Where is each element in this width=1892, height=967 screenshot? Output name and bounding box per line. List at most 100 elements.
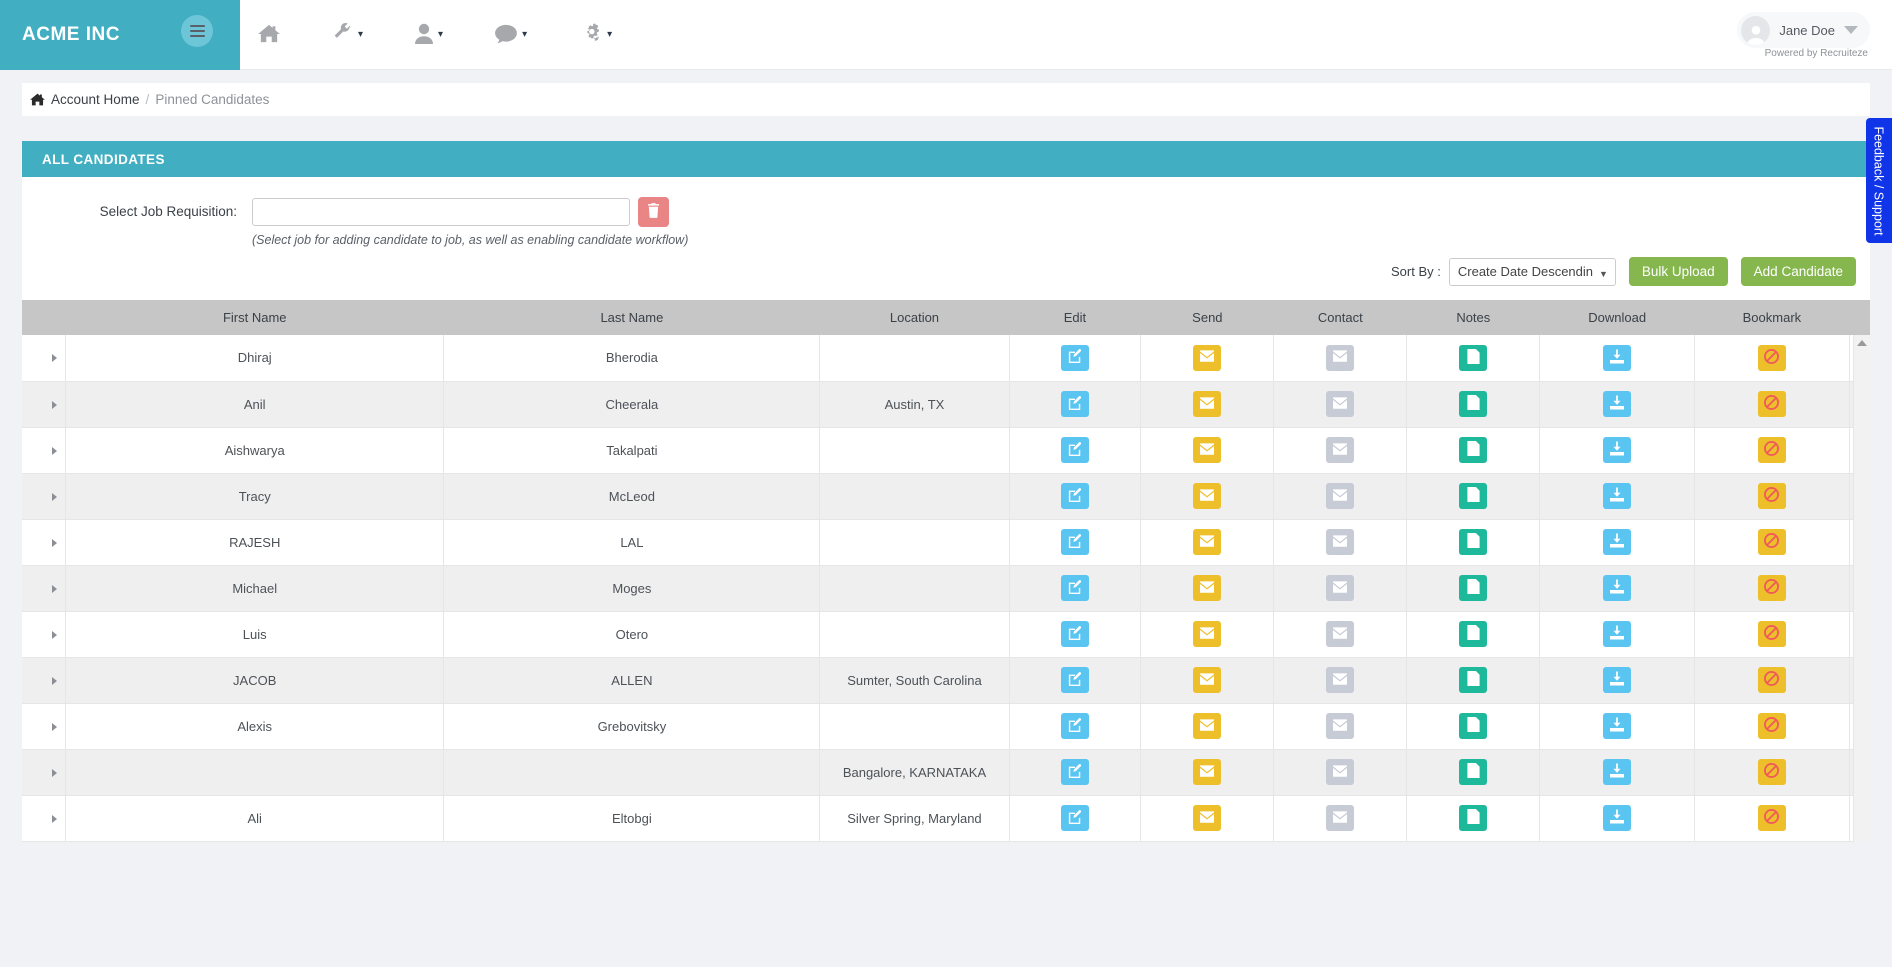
table-vertical-scrollbar[interactable] [1853, 335, 1870, 842]
bookmark-button[interactable] [1757, 344, 1786, 371]
nav-tools[interactable]: ▾ [318, 0, 377, 70]
bookmark-button[interactable] [1757, 621, 1786, 647]
hamburger-icon[interactable] [181, 15, 213, 47]
notes-button[interactable] [1459, 391, 1488, 417]
edit-button[interactable] [1060, 391, 1089, 417]
table-header-first-name[interactable]: First Name [65, 300, 444, 335]
edit-button[interactable] [1060, 759, 1089, 785]
download-button[interactable] [1603, 437, 1632, 463]
job-requisition-input[interactable] [252, 198, 630, 226]
bookmark-button[interactable] [1757, 391, 1786, 417]
edit-button[interactable] [1060, 805, 1089, 831]
bookmark-button[interactable] [1757, 483, 1786, 509]
notes-button[interactable] [1459, 759, 1488, 785]
contact-button[interactable] [1326, 805, 1355, 831]
edit-button[interactable] [1060, 621, 1089, 647]
download-button[interactable] [1603, 667, 1632, 693]
breadcrumb-link-account-home[interactable]: Account Home [51, 92, 140, 107]
expand-row-icon[interactable] [52, 538, 58, 547]
expand-row-icon[interactable] [52, 630, 58, 639]
notes-button[interactable] [1459, 713, 1488, 739]
send-button[interactable] [1193, 344, 1222, 371]
edit-button[interactable] [1060, 437, 1089, 463]
contact-button[interactable] [1326, 575, 1355, 601]
download-button[interactable] [1603, 391, 1632, 417]
contact-button[interactable] [1326, 713, 1355, 739]
row-expander-cell[interactable] [22, 381, 67, 428]
download-button[interactable] [1603, 483, 1632, 509]
edit-button[interactable] [1060, 575, 1089, 601]
download-button[interactable] [1603, 344, 1632, 371]
edit-button[interactable] [1060, 344, 1089, 371]
notes-button[interactable] [1459, 805, 1488, 831]
nav-messages[interactable]: ▾ [481, 0, 541, 70]
row-expander-cell[interactable] [22, 335, 67, 382]
contact-button[interactable] [1326, 437, 1355, 463]
send-button[interactable] [1193, 759, 1222, 785]
bookmark-button[interactable] [1757, 575, 1786, 601]
expand-row-icon[interactable] [52, 768, 58, 777]
row-expander-cell[interactable] [22, 611, 67, 658]
expand-row-icon[interactable] [52, 584, 58, 593]
user-menu[interactable]: Jane Doe [1737, 12, 1870, 48]
send-button[interactable] [1193, 483, 1222, 509]
expand-row-icon[interactable] [52, 676, 58, 685]
table-header-location[interactable]: Location [819, 300, 1010, 335]
contact-button[interactable] [1326, 344, 1355, 371]
send-button[interactable] [1193, 621, 1222, 647]
expand-row-icon[interactable] [52, 354, 58, 363]
row-expander-cell[interactable] [22, 749, 67, 796]
download-button[interactable] [1603, 575, 1632, 601]
scroll-up-arrow-icon[interactable] [1857, 340, 1867, 346]
row-expander-cell[interactable] [22, 795, 67, 842]
notes-button[interactable] [1459, 529, 1488, 555]
expand-row-icon[interactable] [52, 400, 58, 409]
send-button[interactable] [1193, 667, 1222, 693]
edit-button[interactable] [1060, 713, 1089, 739]
row-expander-cell[interactable] [22, 427, 67, 474]
notes-button[interactable] [1459, 437, 1488, 463]
bookmark-button[interactable] [1757, 805, 1786, 831]
bookmark-button[interactable] [1757, 437, 1786, 463]
table-header-last-name[interactable]: Last Name [443, 300, 820, 335]
send-button[interactable] [1193, 391, 1222, 417]
send-button[interactable] [1193, 575, 1222, 601]
row-expander-cell[interactable] [22, 473, 67, 520]
row-expander-cell[interactable] [22, 703, 67, 750]
edit-button[interactable] [1060, 529, 1089, 555]
row-expander-cell[interactable] [22, 519, 67, 566]
nav-home[interactable] [244, 0, 294, 70]
expand-row-icon[interactable] [52, 814, 58, 823]
download-button[interactable] [1603, 759, 1632, 785]
add-candidate-button[interactable]: Add Candidate [1740, 257, 1856, 286]
download-button[interactable] [1603, 529, 1632, 555]
expand-row-icon[interactable] [52, 722, 58, 731]
nav-people[interactable]: ▾ [401, 0, 457, 70]
contact-button[interactable] [1326, 759, 1355, 785]
row-expander-cell[interactable] [22, 565, 67, 612]
contact-button[interactable] [1326, 483, 1355, 509]
send-button[interactable] [1193, 529, 1222, 555]
edit-button[interactable] [1060, 667, 1089, 693]
send-button[interactable] [1193, 805, 1222, 831]
clear-requisition-button[interactable] [638, 197, 669, 227]
notes-button[interactable] [1459, 483, 1488, 509]
sort-by-select[interactable]: Create Date Descending [1448, 257, 1616, 286]
download-button[interactable] [1603, 713, 1632, 739]
expand-row-icon[interactable] [52, 446, 58, 455]
download-button[interactable] [1603, 621, 1632, 647]
expand-row-icon[interactable] [52, 492, 58, 501]
bookmark-button[interactable] [1757, 529, 1786, 555]
bulk-upload-button[interactable]: Bulk Upload [1628, 257, 1728, 286]
contact-button[interactable] [1326, 667, 1355, 693]
contact-button[interactable] [1326, 391, 1355, 417]
notes-button[interactable] [1459, 667, 1488, 693]
send-button[interactable] [1193, 437, 1222, 463]
bookmark-button[interactable] [1757, 667, 1786, 693]
bookmark-button[interactable] [1757, 759, 1786, 785]
feedback-support-tab[interactable]: Feedback / Support [1866, 118, 1892, 243]
bookmark-button[interactable] [1757, 713, 1786, 739]
contact-button[interactable] [1326, 529, 1355, 555]
notes-button[interactable] [1459, 575, 1488, 601]
notes-button[interactable] [1459, 344, 1488, 371]
